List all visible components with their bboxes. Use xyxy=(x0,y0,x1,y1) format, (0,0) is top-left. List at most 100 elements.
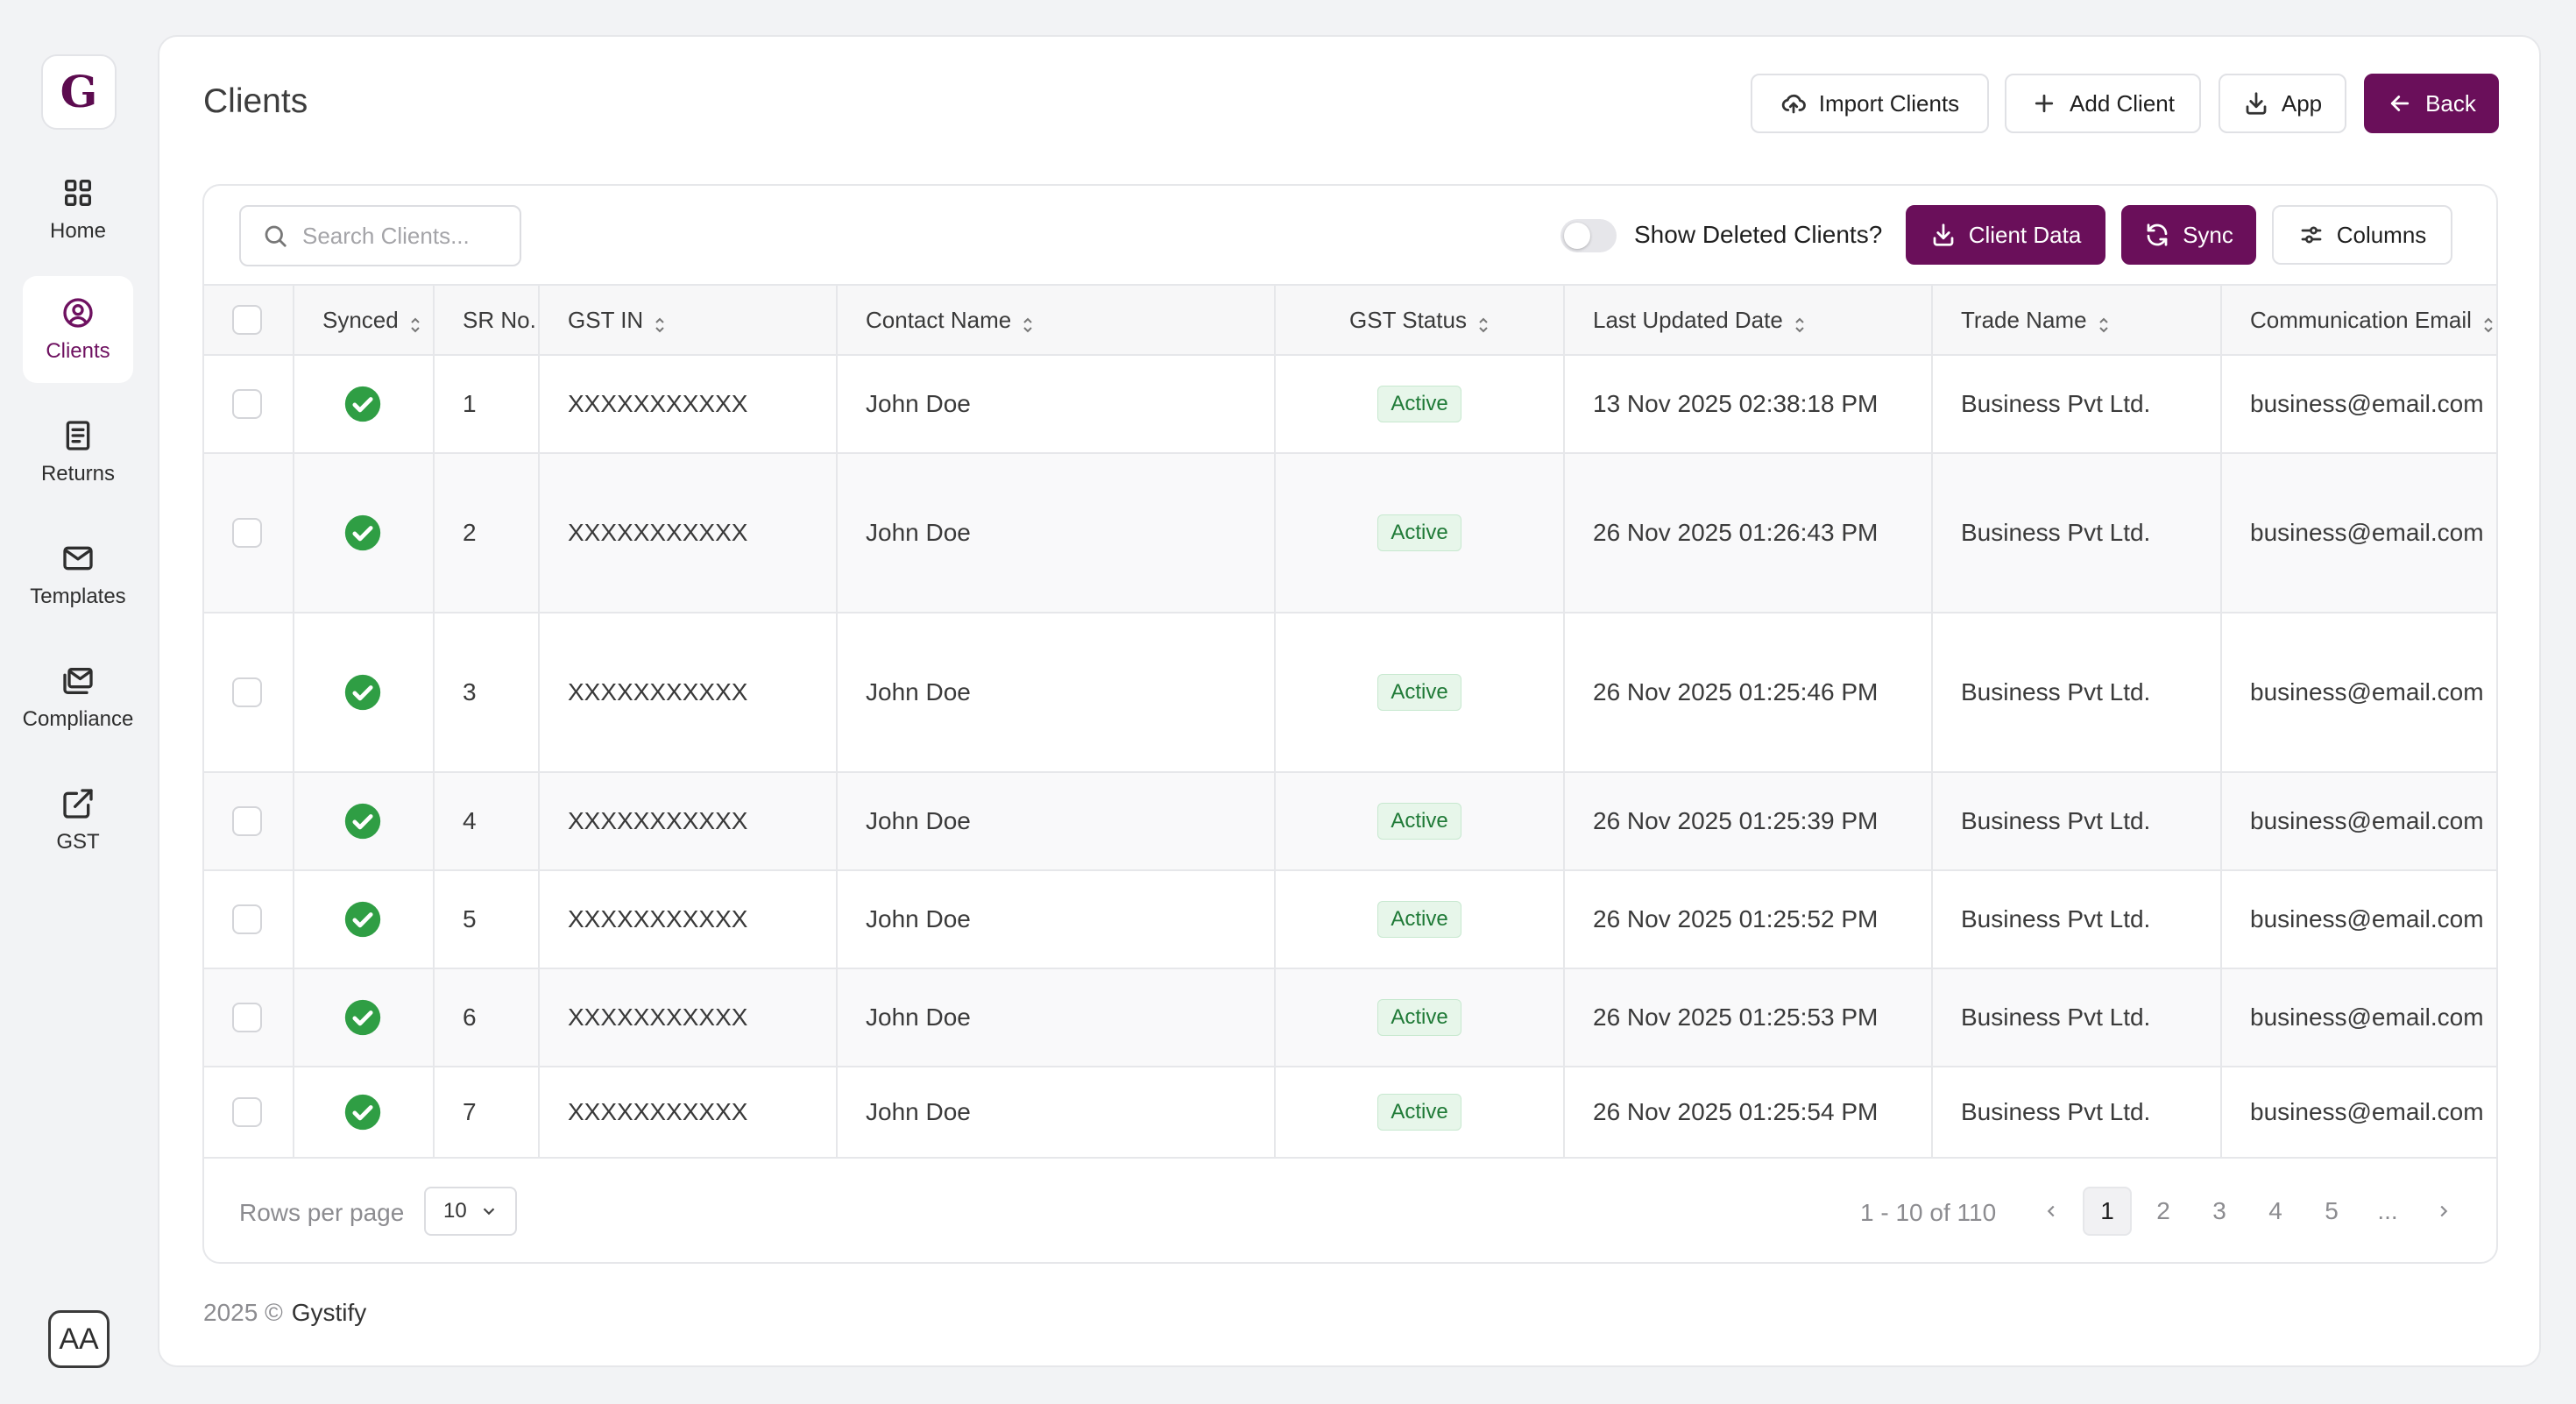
sidebar-item-home[interactable]: Home xyxy=(23,156,133,263)
column-header-contact-name[interactable]: Contact Name xyxy=(837,284,1276,356)
add-client-button[interactable]: Add Client xyxy=(2005,74,2201,133)
sr-no-cell: 7 xyxy=(434,1067,540,1159)
synced-cell xyxy=(294,613,435,773)
column-header-gstin[interactable]: GST IN xyxy=(539,284,838,356)
synced-cell xyxy=(294,968,435,1067)
table-row[interactable]: 2 XXXXXXXXXXX John Doe Active 26 Nov 2025 01… xyxy=(204,453,2496,613)
contact-name-cell: John Doe xyxy=(837,968,1276,1067)
rows-per-page-select[interactable]: 10 xyxy=(424,1187,517,1236)
select-all-checkbox[interactable] xyxy=(232,305,262,336)
column-header-trade-name[interactable]: Trade Name xyxy=(1932,284,2222,356)
page-button-2[interactable]: 2 xyxy=(2156,1197,2170,1224)
back-button[interactable]: Back xyxy=(2364,74,2499,133)
communication-email-cell: business@email.com xyxy=(2221,453,2496,613)
sidebar-item-compliance[interactable]: Compliance xyxy=(23,644,133,751)
search-box[interactable] xyxy=(239,205,521,266)
status-badge: Active xyxy=(1377,803,1461,840)
row-checkbox[interactable] xyxy=(232,677,262,708)
app-logo[interactable]: G xyxy=(41,54,117,130)
table-body: 1 XXXXXXXXXXX John Doe Active 13 Nov 2025 02… xyxy=(204,355,2496,1159)
table-row[interactable]: 7 XXXXXXXXXXX John Doe Active 26 Nov 2025 01… xyxy=(204,1067,2496,1159)
mail-icon xyxy=(63,546,93,571)
page-ellipsis[interactable]: ... xyxy=(2377,1197,2398,1224)
column-header-gst-status[interactable]: GST Status xyxy=(1275,284,1565,356)
last-updated-cell: 26 Nov 2025 01:25:46 PM xyxy=(1564,613,1933,773)
gst-status-cell: Active xyxy=(1275,613,1565,773)
columns-button[interactable]: Columns xyxy=(2272,205,2452,265)
font-size-toggle-button[interactable]: AA xyxy=(48,1310,110,1368)
column-header-communication-email[interactable]: Communication Email xyxy=(2221,284,2496,356)
status-badge: Active xyxy=(1377,901,1461,938)
rows-per-page-value: 10 xyxy=(443,1199,467,1223)
row-checkbox[interactable] xyxy=(232,904,262,935)
page-button-1[interactable]: 1 xyxy=(2083,1187,2132,1236)
sort-icon xyxy=(2482,313,2495,333)
column-header-label: Communication Email xyxy=(2250,306,2472,333)
row-checkbox[interactable] xyxy=(232,518,262,549)
gstin-cell: XXXXXXXXXXX xyxy=(539,870,838,969)
cloud-upload-icon xyxy=(1781,94,1806,114)
table-header-row: Synced SR No. GST IN Contact Name GST St… xyxy=(204,284,2496,356)
arrow-left-icon xyxy=(2390,96,2410,111)
check-circle-icon xyxy=(344,901,381,938)
app-download-button[interactable]: App xyxy=(2219,74,2346,133)
sidebar-item-gst[interactable]: GST xyxy=(23,767,133,874)
communication-email-cell: business@email.com xyxy=(2221,1067,2496,1159)
trade-name-cell: Business Pvt Ltd. xyxy=(1932,355,2222,454)
show-deleted-toggle[interactable] xyxy=(1560,219,1617,252)
sync-label: Sync xyxy=(2183,221,2233,248)
client-data-label: Client Data xyxy=(1968,221,2082,248)
pagination-range: 1 - 10 of 110 xyxy=(1860,1199,1997,1226)
gstin-cell: XXXXXXXXXXX xyxy=(539,355,838,454)
client-data-button[interactable]: Client Data xyxy=(1906,205,2105,265)
row-checkbox[interactable] xyxy=(232,389,262,420)
sidebar: G Home Clients Returns Templates Complia… xyxy=(0,0,158,1404)
sidebar-item-returns[interactable]: Returns xyxy=(23,399,133,506)
chevron-right-icon xyxy=(2440,1205,2448,1217)
column-header-synced[interactable]: Synced xyxy=(294,284,435,356)
sidebar-item-clients[interactable]: Clients xyxy=(23,276,133,383)
prev-page-button[interactable] xyxy=(2027,1187,2076,1236)
sidebar-item-label: GST xyxy=(56,830,100,854)
page-button-3[interactable]: 3 xyxy=(2212,1197,2226,1224)
contact-name-cell: John Doe xyxy=(837,772,1276,871)
download-icon xyxy=(1933,223,1954,246)
table-row[interactable]: 4 XXXXXXXXXXX John Doe Active 26 Nov 2025 01… xyxy=(204,772,2496,871)
status-badge: Active xyxy=(1377,1094,1461,1131)
contact-name-cell: John Doe xyxy=(837,453,1276,613)
row-checkbox[interactable] xyxy=(232,1003,262,1033)
table-row[interactable]: 6 XXXXXXXXXXX John Doe Active 26 Nov 2025 01… xyxy=(204,968,2496,1067)
row-select-cell xyxy=(204,870,294,969)
gst-status-cell: Active xyxy=(1275,355,1565,454)
sort-icon xyxy=(1794,313,1806,333)
page-button-4[interactable]: 4 xyxy=(2268,1197,2282,1224)
row-checkbox[interactable] xyxy=(232,806,262,837)
table-row[interactable]: 3 XXXXXXXXXXX John Doe Active 26 Nov 2025 01… xyxy=(204,613,2496,773)
page-button-5[interactable]: 5 xyxy=(2325,1197,2339,1224)
sidebar-item-label: Compliance xyxy=(22,707,134,731)
table-row[interactable]: 5 XXXXXXXXXXX John Doe Active 26 Nov 2025 01… xyxy=(204,870,2496,969)
column-header-last-updated[interactable]: Last Updated Date xyxy=(1564,284,1933,356)
gstin-cell: XXXXXXXXXXX xyxy=(539,613,838,773)
add-client-label: Add Client xyxy=(2070,89,2175,117)
contact-name-cell: John Doe xyxy=(837,613,1276,773)
import-clients-button[interactable]: Import Clients xyxy=(1751,74,1989,133)
status-badge: Active xyxy=(1377,999,1461,1036)
sync-button[interactable]: Sync xyxy=(2121,205,2256,265)
contact-name-cell: John Doe xyxy=(837,870,1276,969)
row-select-cell xyxy=(204,1067,294,1159)
table-row[interactable]: 1 XXXXXXXXXXX John Doe Active 13 Nov 2025 02… xyxy=(204,355,2496,454)
select-all-cell xyxy=(204,284,294,356)
search-input[interactable] xyxy=(302,222,513,250)
synced-cell xyxy=(294,772,435,871)
row-checkbox[interactable] xyxy=(232,1097,262,1128)
mail-stack-icon xyxy=(63,668,93,694)
next-page-button[interactable] xyxy=(2419,1187,2468,1236)
column-header-label: SR No. xyxy=(463,306,536,333)
sidebar-item-label: Home xyxy=(49,219,107,243)
sr-no-cell: 3 xyxy=(434,613,540,773)
document-icon xyxy=(66,421,90,450)
synced-cell xyxy=(294,453,435,613)
column-header-sr-no[interactable]: SR No. xyxy=(434,284,540,356)
sidebar-item-templates[interactable]: Templates xyxy=(23,521,133,628)
